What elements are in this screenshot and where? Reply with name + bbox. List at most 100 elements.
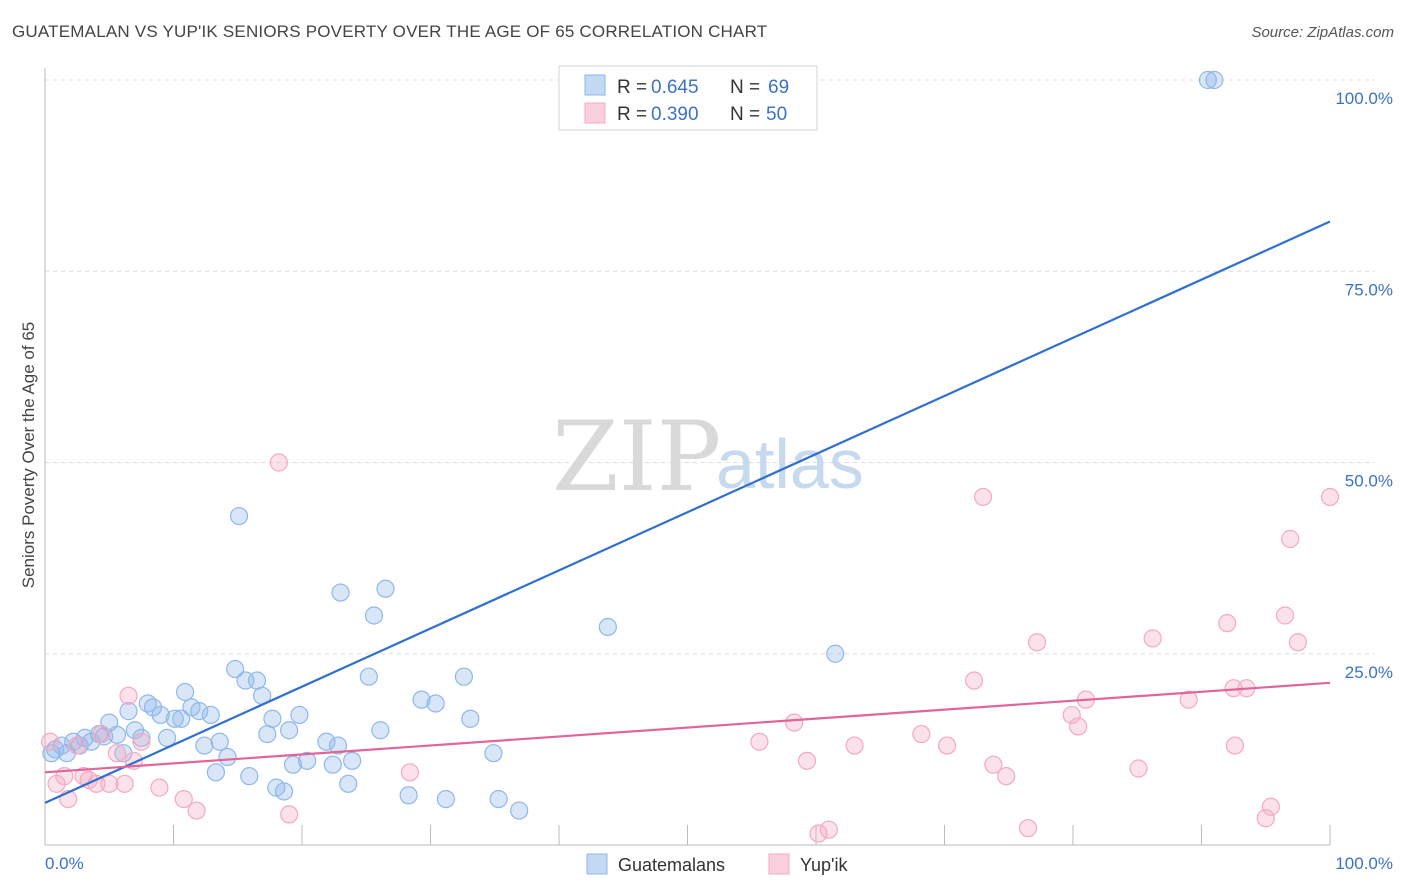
point-guatemalans-19 <box>157 728 177 748</box>
point-guatemalans-54 <box>399 786 418 805</box>
point-guatemalans-20 <box>165 709 184 728</box>
point-yupik-49 <box>1288 633 1307 652</box>
point-guatemalans-58 <box>454 667 474 686</box>
point-yupik-41 <box>1218 614 1237 633</box>
point-guatemalans-40 <box>280 721 299 740</box>
point-guatemalans-57 <box>436 789 456 809</box>
point-yupik-39 <box>1143 629 1162 648</box>
point-yupik-16 <box>174 789 193 809</box>
point-yupik-47 <box>1275 606 1295 625</box>
point-guatemalans-43 <box>298 751 317 770</box>
watermark-atlas: atlas <box>716 425 864 503</box>
point-guatemalans-47 <box>331 583 350 602</box>
point-guatemalans-56 <box>426 694 445 713</box>
point-guatemalans-36 <box>258 724 277 744</box>
point-yupik-4 <box>68 736 87 755</box>
trend-lines <box>44 220 1331 804</box>
point-yupik-21 <box>750 732 769 751</box>
point-guatemalans-61 <box>489 789 508 809</box>
point-yupik-19 <box>280 805 299 824</box>
point-guatemalans-42 <box>290 705 309 725</box>
point-yupik-32 <box>997 767 1016 786</box>
point-yupik-38 <box>1129 759 1148 778</box>
point-guatemalans-33 <box>240 767 259 786</box>
point-guatemalans-55 <box>412 690 431 709</box>
point-yupik-18 <box>269 453 288 472</box>
watermark-zip: ZIP <box>552 401 721 513</box>
point-yupik-29 <box>964 671 984 690</box>
point-yupik-11 <box>115 774 134 793</box>
point-guatemalans-31 <box>229 506 249 526</box>
legend-swatch-yupik <box>584 102 606 124</box>
point-yupik-43 <box>1225 736 1245 755</box>
y-tick-label-3: 100.0% <box>1335 89 1393 108</box>
point-guatemalans-25 <box>195 736 214 755</box>
point-guatemalans-22 <box>175 682 195 702</box>
point-yupik-12 <box>119 686 138 705</box>
point-yupik-36 <box>1069 717 1088 736</box>
legend-n-value-2: 50 <box>766 104 787 125</box>
tick-labels: 25.0% 50.0% 75.0% 100.0% 0.0% 100.0% <box>45 89 1393 873</box>
point-guatemalans-51 <box>364 606 384 625</box>
point-guatemalans-45 <box>323 755 342 774</box>
point-yupik-30 <box>973 487 993 507</box>
source-label: Source: ZipAtlas.com <box>1251 24 1394 41</box>
point-yupik-24 <box>809 824 828 843</box>
point-yupik-22 <box>785 713 804 732</box>
point-yupik-28 <box>937 736 957 755</box>
point-guatemalans-48 <box>339 774 358 793</box>
legend: R = 0.645 N = 69 R = 0.390 N = 50 <box>558 65 818 131</box>
point-yupik-34 <box>1027 633 1047 652</box>
point-guatemalans-52 <box>371 721 390 740</box>
point-yupik-20 <box>400 763 420 782</box>
point-guatemalans-63 <box>598 617 617 637</box>
point-yupik-25 <box>819 820 838 839</box>
point-guatemalans-68 <box>1205 70 1224 90</box>
point-guatemalans-27 <box>206 763 226 782</box>
point-guatemalans-66 <box>826 644 845 663</box>
point-guatemalans-46 <box>328 736 348 755</box>
point-guatemalans-18 <box>151 705 170 725</box>
point-yupik-50 <box>1320 487 1340 507</box>
point-yupik-0 <box>41 732 60 751</box>
point-guatemalans-28 <box>210 732 229 751</box>
point-yupik-48 <box>1281 529 1300 549</box>
point-yupik-26 <box>845 736 864 755</box>
legend-n-value-1: 69 <box>768 77 789 98</box>
point-yupik-8 <box>92 724 111 744</box>
bottom-legend-swatch-yupik <box>768 853 790 875</box>
point-yupik-27 <box>912 724 931 744</box>
point-guatemalans-41 <box>283 755 303 774</box>
point-yupik-9 <box>100 774 119 793</box>
point-guatemalans-12 <box>114 744 133 763</box>
point-yupik-33 <box>1018 819 1038 838</box>
legend-r-label-2: R = <box>617 104 647 125</box>
bottom-legend-label-yupik: Yup'ik <box>800 855 848 875</box>
point-guatemalans-26 <box>201 705 220 725</box>
point-yupik-45 <box>1256 809 1275 828</box>
point-yupik-35 <box>1062 705 1081 725</box>
point-guatemalans-24 <box>190 702 209 721</box>
legend-r-value-1: 0.645 <box>651 77 699 98</box>
point-guatemalans-53 <box>376 579 395 598</box>
point-yupik-46 <box>1261 797 1280 816</box>
point-guatemalans-15 <box>132 728 151 748</box>
point-guatemalans-37 <box>263 709 282 728</box>
x-tick-label-1: 100.0% <box>1335 854 1393 873</box>
axes <box>44 68 1331 846</box>
y-tick-label-1: 50.0% <box>1345 472 1393 491</box>
point-guatemalans-34 <box>247 671 267 690</box>
bottom-legend: Guatemalans Yup'ik <box>586 853 848 875</box>
legend-r-value-2: 0.390 <box>651 104 699 125</box>
point-yupik-23 <box>797 751 817 770</box>
legend-n-label-2: N = <box>730 104 760 125</box>
point-guatemalans-44 <box>317 732 336 751</box>
x-tick-label-0: 0.0% <box>45 854 84 873</box>
legend-swatch-guatemalans <box>584 74 606 96</box>
data-points <box>41 70 1340 843</box>
point-guatemalans-67 <box>1198 70 1218 90</box>
point-guatemalans-49 <box>343 751 362 770</box>
point-guatemalans-60 <box>484 744 503 763</box>
point-yupik-31 <box>984 755 1003 774</box>
